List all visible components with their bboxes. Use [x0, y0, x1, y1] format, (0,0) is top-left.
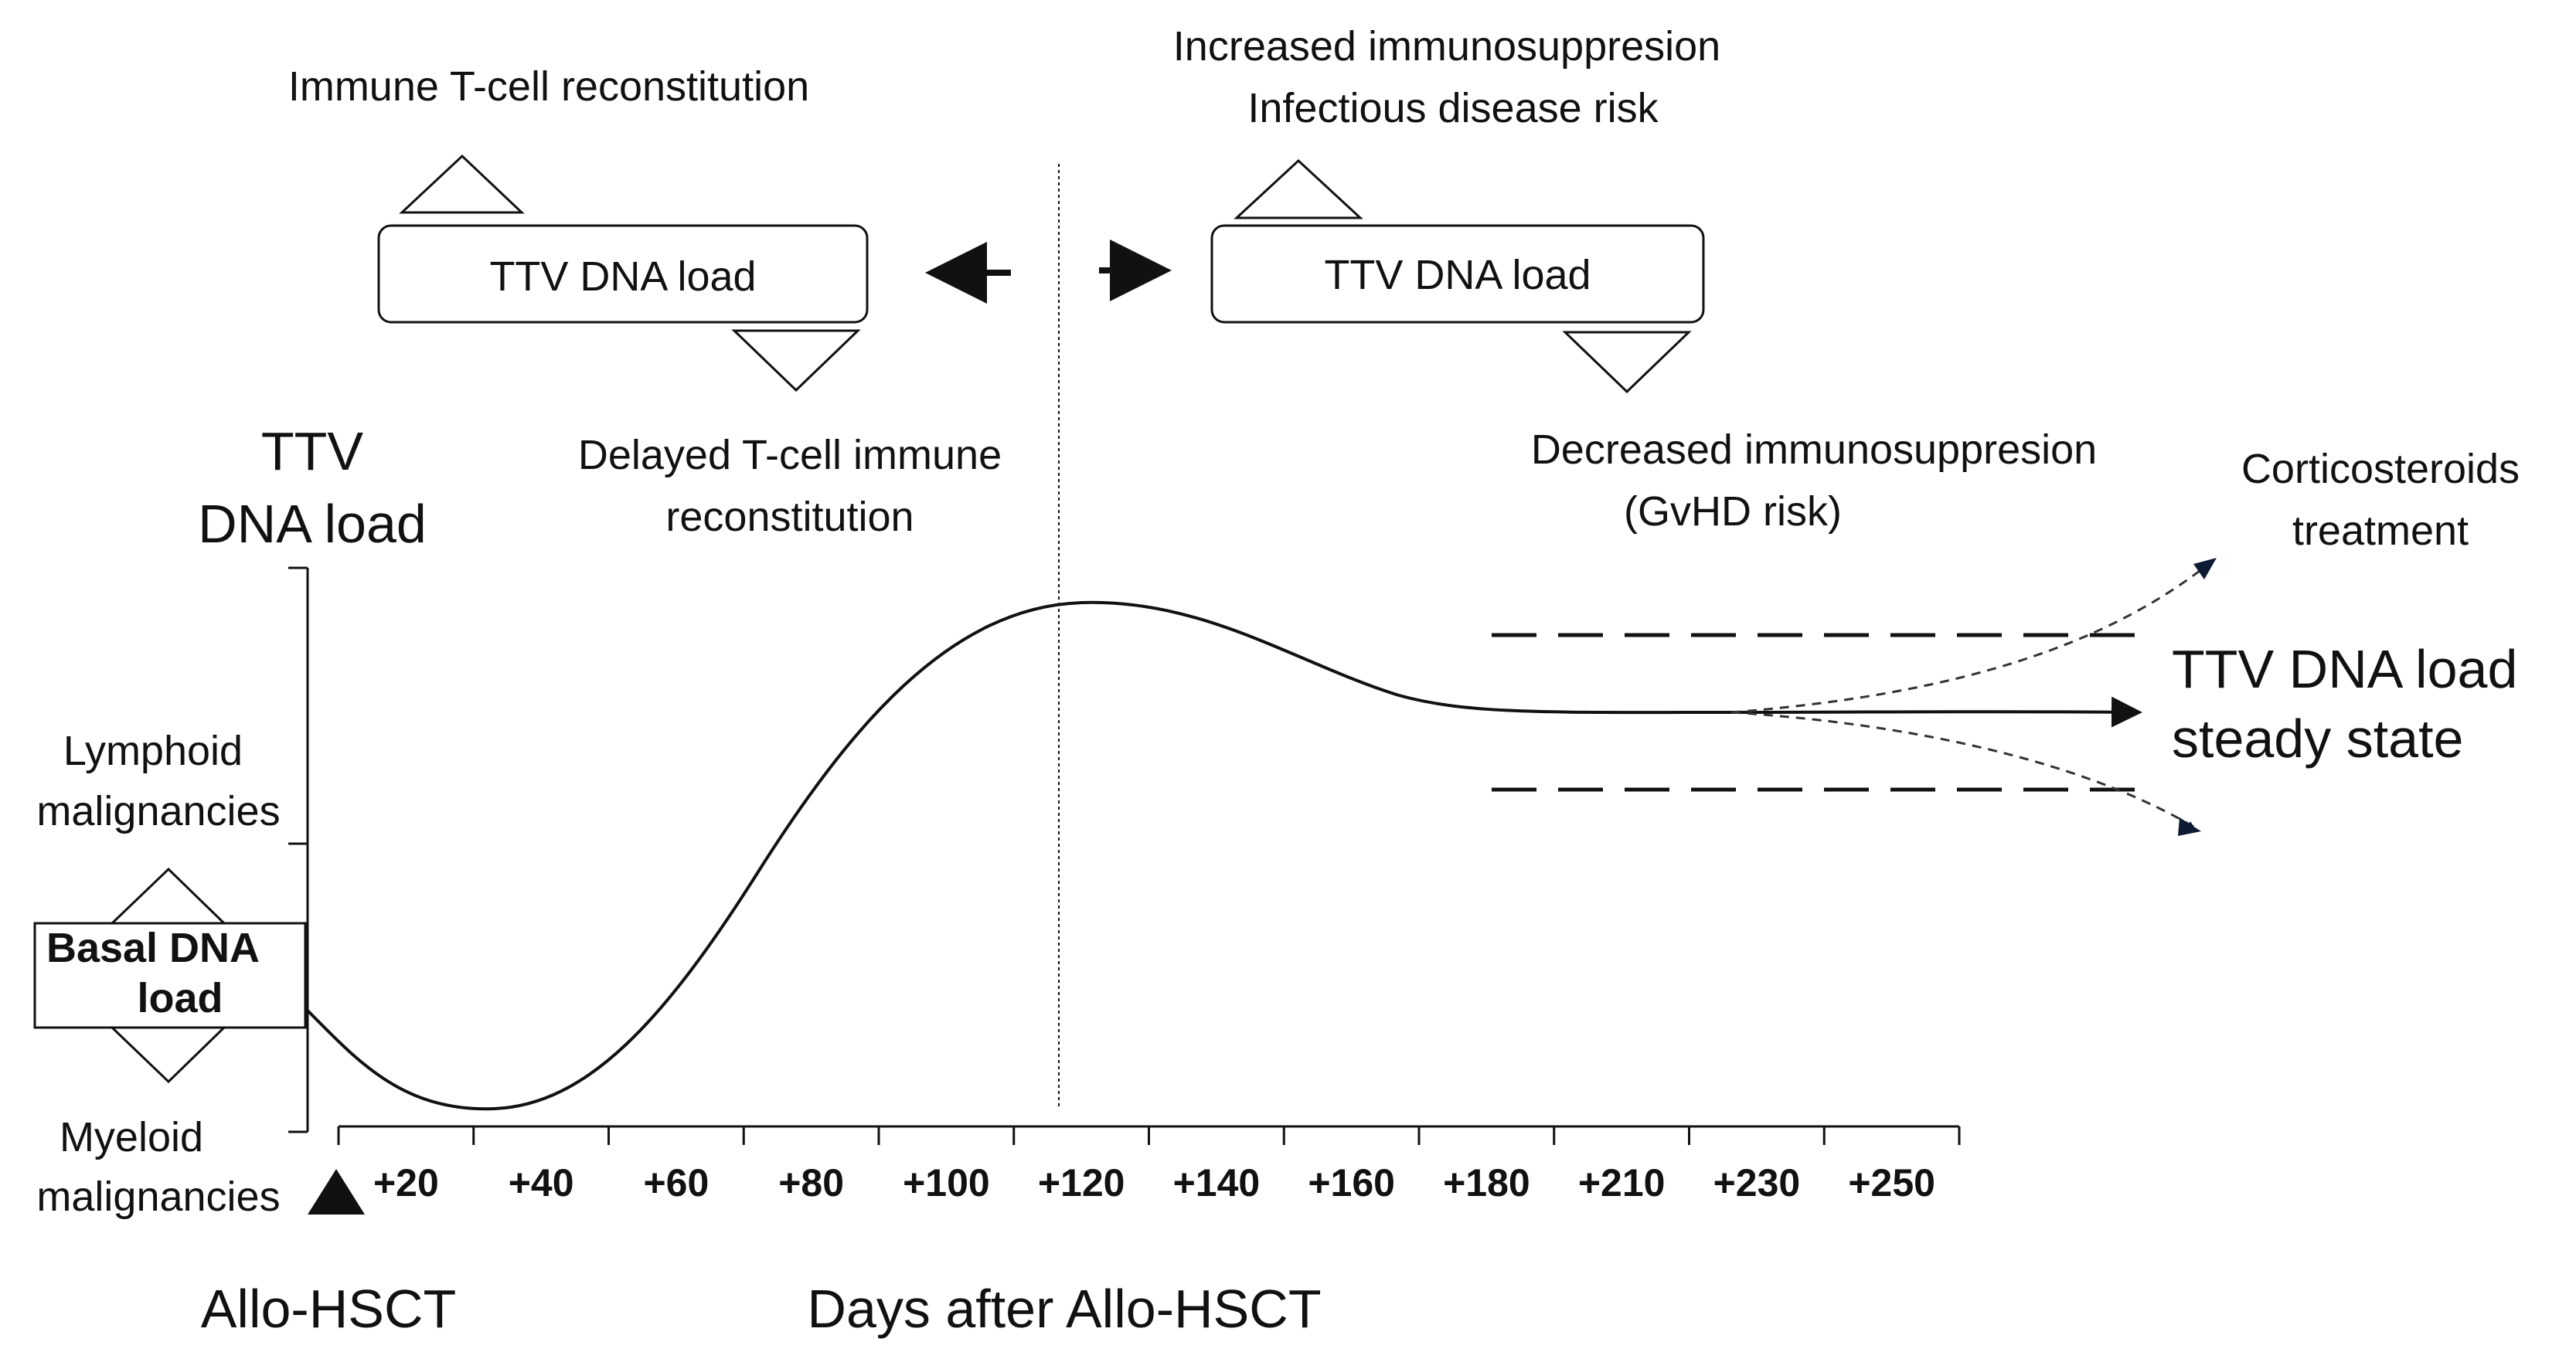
delayed-reconstitution-label-line1: Delayed T-cell immune: [578, 432, 1002, 478]
increase-triangle-right: [1234, 158, 1363, 219]
decreased-immunosuppression-label: Decreased immunosuppresion: [1531, 426, 2097, 473]
steady-state-label-line2: steady state: [2172, 708, 2463, 769]
x-axis-tick-label: +20: [373, 1161, 439, 1204]
steady-state-label-line1: TTV DNA load: [2172, 639, 2517, 699]
myeloid-label-line2: malignancies: [36, 1174, 280, 1220]
ttv-dna-load-box-left-label: TTV DNA load: [489, 253, 756, 300]
basal-dna-load-box: [33, 922, 307, 1029]
y-axis-title-line2: DNA load: [198, 494, 427, 554]
x-axis-tick-label: +120: [1038, 1161, 1125, 1204]
x-axis-tick-label: +100: [903, 1161, 990, 1204]
infectious-risk-label: Infectious disease risk: [1247, 85, 1659, 131]
increase-triangle-left: [399, 154, 525, 214]
x-axis-tick-label: +210: [1578, 1161, 1666, 1204]
corticosteroids-label-line1: Corticosteroids: [2241, 446, 2520, 492]
x-axis-tick-label: +180: [1443, 1161, 1530, 1204]
basal-down-triangle: [109, 1026, 227, 1084]
x-axis-tick-label: +40: [509, 1161, 574, 1204]
x-axis-tick-label: +140: [1173, 1161, 1261, 1204]
x-axis-tick-label: +60: [643, 1161, 709, 1204]
x-axis-tick-label: +80: [778, 1161, 844, 1204]
basal-label-line1: Basal DNA: [46, 925, 260, 971]
myeloid-label-line1: Myeloid: [60, 1114, 203, 1160]
ttv-dna-load-box-right-label: TTV DNA load: [1324, 252, 1591, 298]
x-axis-ticks: +20 +40 +60 +80 +100 +120 +140 +160 +180 +210 +230…: [337, 1126, 1961, 1204]
lymphoid-label-line1: Lymphoid: [63, 728, 243, 774]
corticosteroids-label-line2: treatment: [2292, 508, 2469, 554]
increased-immunosuppression-label: Increased immunosuppresion: [1173, 23, 1720, 70]
immune-reconstitution-label: Immune T-cell reconstitution: [288, 63, 809, 110]
delayed-reconstitution-label-line2: reconstitution: [665, 494, 914, 540]
x-axis-tick-label: +250: [1848, 1161, 1935, 1204]
ttv-dna-load-box-right: [1210, 224, 1705, 324]
lymphoid-label-line2: malignancies: [36, 788, 280, 834]
steroids-rise-arrow: [1730, 561, 2211, 714]
decrease-arrow: [1730, 711, 2194, 828]
decrease-triangle-left: [731, 329, 861, 392]
ttv-kinetics-curve: [306, 600, 2142, 1111]
x-axis-tick-label: +160: [1308, 1161, 1395, 1204]
decrease-triangle-right: [1562, 331, 1692, 394]
ttv-dna-load-box-left: [377, 224, 869, 324]
decrease-arrowhead: [2178, 817, 2201, 836]
basal-up-triangle: [109, 867, 227, 925]
x-axis-title: Days after Allo-HSCT: [807, 1279, 1321, 1339]
allo-hsct-marker: [308, 1169, 365, 1215]
gvhd-risk-label: (GvHD risk): [1624, 488, 1842, 535]
y-axis-title-line1: TTV: [261, 421, 364, 481]
steroids-arrowhead: [2193, 558, 2217, 579]
basal-label-line2: load: [137, 975, 223, 1021]
x-axis-tick-label: +230: [1713, 1161, 1801, 1204]
allo-hsct-label: Allo-HSCT: [201, 1279, 457, 1339]
